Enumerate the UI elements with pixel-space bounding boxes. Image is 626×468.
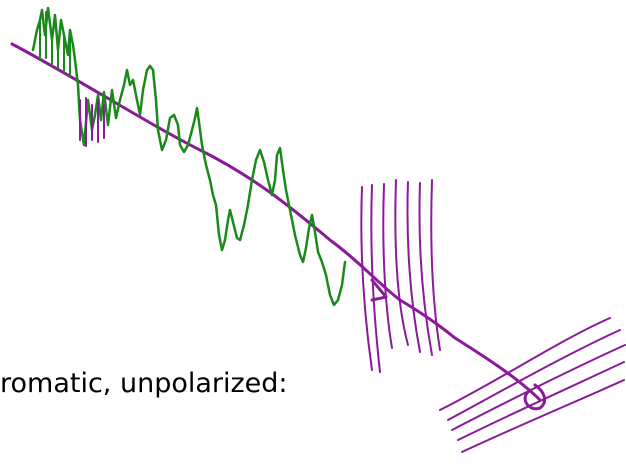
polarizer-line (418, 182, 433, 356)
polarizer-line (382, 183, 393, 349)
ray-end-arrow (523, 383, 547, 411)
polarizer-line (457, 361, 625, 441)
wave-hatch-marks (39, 11, 71, 77)
ray-hatch-marks (79, 97, 105, 147)
diagonal-polarizer (439, 317, 626, 453)
polarizer-line (430, 179, 441, 351)
polarizer-line (447, 329, 621, 421)
polarizer-line (451, 344, 626, 431)
vertical-polarizer (360, 179, 441, 373)
light-ray-line (10, 42, 542, 402)
unpolarized-wave (31, 6, 347, 307)
polarizer-line (394, 179, 409, 346)
caption-text: romatic, unpolarized: (0, 368, 288, 399)
polarizer-line (439, 317, 611, 411)
polarizer-line (370, 184, 381, 373)
polarizer-line (406, 181, 421, 353)
polarizer-line (360, 186, 373, 371)
polarizer-line (461, 379, 625, 453)
